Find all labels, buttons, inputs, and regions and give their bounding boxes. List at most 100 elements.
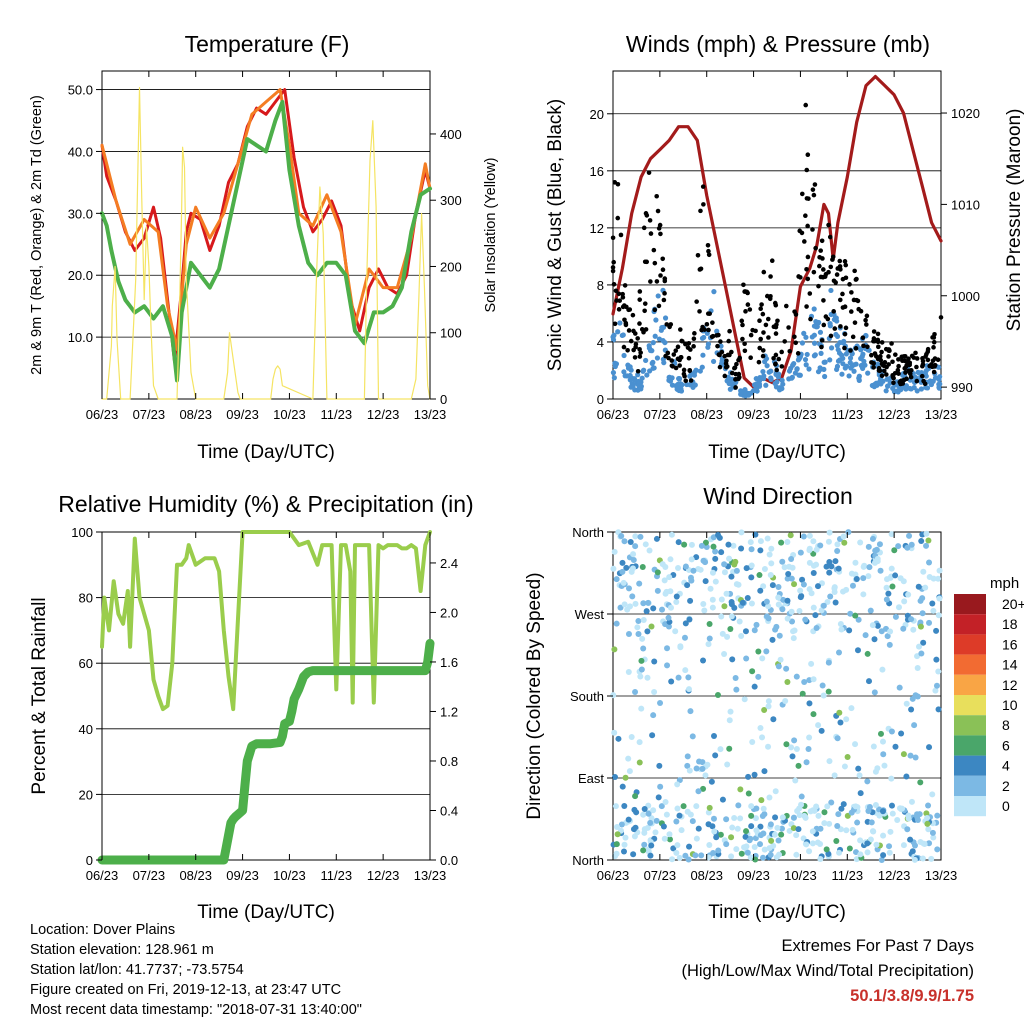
direction-point — [929, 829, 936, 836]
direction-point — [742, 833, 749, 840]
direction-point — [621, 538, 628, 545]
wind-point — [610, 370, 617, 376]
gust-point — [875, 339, 881, 345]
wind-point — [796, 372, 802, 378]
gust-point — [914, 364, 919, 370]
wind-point — [764, 363, 770, 369]
humidity-axes: 06/23 07/23 08/23 09/23 10/23 11/23 12/23 13/23… — [71, 525, 458, 883]
direction-point — [892, 613, 899, 620]
direction-point — [776, 632, 783, 639]
x-tick-label: 12/23 — [878, 868, 911, 883]
gust-point — [654, 279, 660, 284]
direction-point — [849, 582, 856, 589]
y2-tick-label: 1.6 — [440, 655, 458, 670]
direction-point — [782, 698, 789, 705]
y-tick-label: 0 — [597, 392, 604, 407]
colorbar-label: 8 — [1002, 717, 1010, 733]
direction-point — [625, 585, 632, 592]
colorbar-swatch — [954, 755, 986, 776]
direction-point — [757, 538, 764, 545]
wind-point — [809, 334, 815, 340]
wind-point — [834, 366, 840, 373]
direction-point — [685, 856, 692, 863]
direction-point — [639, 635, 646, 642]
direction-point — [632, 533, 639, 540]
gust-point — [805, 254, 811, 260]
direction-point — [625, 816, 632, 823]
direction-point — [835, 811, 842, 818]
direction-point — [888, 802, 895, 809]
direction-point — [908, 798, 915, 805]
direction-point — [743, 655, 750, 662]
station-info: Location: Dover Plains Station elevation… — [30, 920, 362, 1020]
gust-point — [843, 325, 849, 331]
series-relative-humidity — [100, 530, 432, 712]
direction-point — [835, 565, 842, 572]
gust-point — [753, 328, 758, 334]
y2-tick-label: 0 — [440, 392, 447, 407]
direction-point — [632, 543, 639, 550]
gust-point — [879, 349, 884, 355]
direction-point — [686, 767, 693, 774]
x-tick-label: 11/23 — [831, 868, 863, 883]
wind-point — [838, 352, 845, 358]
y-tick-label: 8 — [597, 278, 604, 293]
direction-point — [834, 735, 841, 742]
direction-point — [823, 563, 830, 570]
direction-point — [788, 744, 795, 751]
direction-point — [748, 546, 755, 553]
gust-point — [807, 291, 813, 296]
wind-point — [780, 381, 786, 387]
gust-point — [886, 347, 892, 352]
wind-point — [697, 368, 703, 374]
direction-point — [775, 837, 782, 844]
direction-point — [669, 856, 676, 863]
direction-point — [878, 856, 885, 863]
direction-point — [905, 812, 912, 819]
direction-point — [693, 765, 700, 772]
direction-point — [841, 539, 848, 546]
direction-point — [757, 547, 764, 554]
direction-point — [710, 850, 717, 857]
direction-point — [714, 692, 721, 699]
x-tick-label: 12/23 — [878, 407, 911, 422]
direction-point — [630, 557, 637, 564]
wind-direction-points — [610, 529, 943, 863]
gust-point — [679, 338, 684, 344]
gust-point — [838, 324, 843, 329]
direction-point — [610, 692, 617, 699]
gust-point — [760, 311, 766, 317]
direction-point — [934, 846, 941, 853]
wind-point — [644, 372, 650, 378]
gust-point — [884, 372, 889, 377]
gust-point — [869, 360, 874, 365]
direction-point — [917, 623, 924, 630]
direction-point — [688, 556, 695, 563]
direction-point — [845, 529, 852, 536]
wind-point — [837, 357, 843, 363]
x-tick-label: 11/23 — [831, 407, 863, 422]
direction-point — [834, 823, 841, 830]
direction-point — [644, 628, 651, 635]
direction-point — [843, 586, 850, 593]
gust-point — [920, 363, 925, 369]
direction-point — [761, 566, 768, 573]
gust-point — [852, 268, 857, 274]
gust-point — [673, 348, 679, 353]
direction-point — [718, 613, 725, 620]
gust-point — [688, 378, 694, 383]
direction-point — [706, 804, 713, 811]
x-tick-label: 13/23 — [414, 868, 447, 883]
direction-point — [775, 584, 782, 591]
direction-point — [772, 788, 779, 795]
wind-point — [937, 374, 943, 380]
gust-point — [816, 283, 821, 289]
wind-point — [776, 387, 783, 393]
gust-point — [742, 348, 748, 354]
direction-point — [711, 828, 718, 835]
gust-point — [890, 374, 896, 380]
direction-point — [757, 823, 764, 830]
series-total-precipitation — [97, 638, 435, 865]
gust-point — [646, 170, 652, 175]
wind-point — [762, 359, 768, 365]
